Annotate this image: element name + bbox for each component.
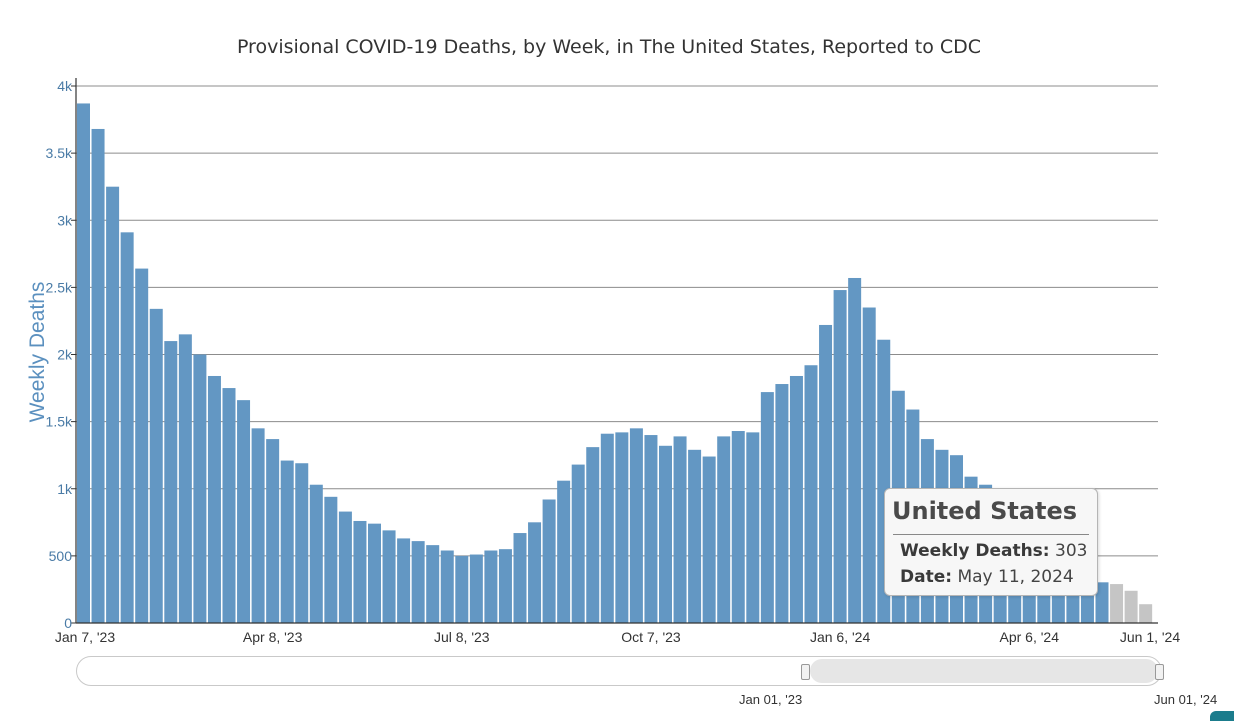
bar[interactable] bbox=[615, 432, 629, 623]
navigator-start-label: Jan 01, '23 bbox=[739, 692, 803, 707]
bar[interactable] bbox=[178, 334, 192, 623]
y-tick-label: 2k bbox=[57, 347, 73, 363]
bar[interactable] bbox=[542, 499, 556, 623]
bar[interactable] bbox=[819, 324, 833, 623]
bar[interactable] bbox=[484, 550, 498, 624]
feedback-tab[interactable] bbox=[1210, 711, 1234, 721]
bar[interactable] bbox=[207, 375, 221, 623]
bar[interactable] bbox=[571, 464, 585, 623]
navigator-left-handle[interactable] bbox=[801, 664, 810, 680]
bar[interactable] bbox=[688, 449, 702, 623]
bar[interactable] bbox=[77, 103, 90, 623]
bar[interactable] bbox=[91, 128, 105, 623]
bar[interactable] bbox=[746, 432, 760, 623]
bar[interactable] bbox=[193, 354, 207, 624]
bar[interactable] bbox=[295, 463, 309, 623]
bar[interactable] bbox=[659, 445, 672, 623]
x-tick-label: Oct 7, '23 bbox=[621, 629, 681, 645]
bar[interactable] bbox=[498, 549, 512, 623]
bar[interactable] bbox=[804, 365, 818, 623]
bar[interactable] bbox=[338, 511, 352, 623]
y-axis-ticks: 0 500 1k 1.5k 2k 2.5k 3k 3.5k 4k bbox=[46, 78, 76, 631]
navigator-right-handle[interactable] bbox=[1155, 664, 1164, 680]
bar[interactable] bbox=[324, 496, 338, 623]
bar-incomplete[interactable] bbox=[1139, 604, 1153, 623]
x-tick-label: Apr 8, '23 bbox=[243, 629, 303, 645]
bar[interactable] bbox=[600, 433, 614, 623]
bar[interactable] bbox=[760, 392, 774, 623]
x-tick-label: Jan 7, '23 bbox=[55, 629, 115, 645]
bar[interactable] bbox=[789, 375, 803, 623]
x-tick-label: Jul 8, '23 bbox=[434, 629, 490, 645]
tooltip-weekly-deaths-label: Weekly Deaths: bbox=[900, 541, 1050, 561]
bar[interactable] bbox=[629, 428, 643, 623]
tooltip-divider bbox=[893, 534, 1089, 535]
bar[interactable] bbox=[251, 428, 265, 623]
bar[interactable] bbox=[222, 388, 236, 623]
navigator-selected-range[interactable] bbox=[810, 659, 1158, 683]
bar[interactable] bbox=[440, 550, 454, 624]
range-navigator[interactable] bbox=[76, 656, 1164, 686]
chart-title: Provisional COVID-19 Deaths, by Week, in… bbox=[236, 36, 982, 58]
y-tick-label: 0 bbox=[64, 615, 72, 631]
bar-incomplete[interactable] bbox=[1124, 590, 1138, 623]
bar[interactable] bbox=[717, 436, 731, 623]
data-tooltip: United States Weekly Deaths: 303 Date: M… bbox=[884, 488, 1098, 596]
bar[interactable] bbox=[382, 530, 396, 623]
bar[interactable] bbox=[469, 554, 483, 623]
bar[interactable] bbox=[528, 522, 542, 623]
bar[interactable] bbox=[106, 186, 120, 623]
y-tick-label: 2.5k bbox=[46, 279, 73, 295]
bar[interactable] bbox=[411, 541, 425, 623]
bar[interactable] bbox=[731, 431, 745, 623]
bar[interactable] bbox=[397, 538, 411, 623]
bar[interactable] bbox=[280, 460, 294, 623]
bar[interactable] bbox=[135, 268, 149, 623]
tooltip-row-date: Date: May 11, 2024 bbox=[900, 567, 1074, 587]
y-tick-label: 1.5k bbox=[46, 414, 73, 430]
bar[interactable] bbox=[513, 533, 527, 623]
tooltip-weekly-deaths-value: 303 bbox=[1055, 541, 1088, 561]
y-tick-label: 500 bbox=[49, 548, 73, 564]
y-tick-label: 1k bbox=[57, 481, 73, 497]
bar[interactable] bbox=[833, 290, 847, 623]
bar[interactable] bbox=[673, 436, 687, 623]
bar-incomplete[interactable] bbox=[1110, 584, 1124, 623]
x-tick-label: Jun 1, '24 bbox=[1120, 629, 1180, 645]
bar[interactable] bbox=[149, 308, 163, 623]
bar[interactable] bbox=[644, 435, 658, 623]
tooltip-title: United States bbox=[892, 497, 1078, 525]
bar[interactable] bbox=[237, 400, 251, 623]
bar[interactable] bbox=[775, 384, 789, 623]
x-axis-ticks: Jan 7, '23 Apr 8, '23 Jul 8, '23 Oct 7, '23… bbox=[55, 629, 1180, 645]
bar[interactable] bbox=[164, 341, 178, 623]
tooltip-date-label: Date: bbox=[900, 567, 953, 587]
y-tick-label: 4k bbox=[57, 78, 73, 94]
bar[interactable] bbox=[1095, 582, 1109, 623]
bar[interactable] bbox=[848, 277, 862, 623]
y-tick-label: 3k bbox=[57, 212, 73, 228]
bar[interactable] bbox=[862, 307, 876, 623]
x-tick-label: Apr 6, '24 bbox=[1000, 629, 1060, 645]
bar[interactable] bbox=[586, 447, 600, 623]
tooltip-row-weekly-deaths: Weekly Deaths: 303 bbox=[900, 541, 1087, 561]
bar[interactable] bbox=[353, 520, 367, 623]
bar[interactable] bbox=[309, 484, 323, 623]
y-axis-label: Weekly Deaths bbox=[26, 282, 49, 423]
bar[interactable] bbox=[426, 545, 440, 623]
tooltip-date-value: May 11, 2024 bbox=[957, 567, 1074, 587]
bar[interactable] bbox=[120, 232, 134, 623]
x-tick-label: Jan 6, '24 bbox=[810, 629, 870, 645]
bar[interactable] bbox=[557, 480, 571, 623]
navigator-end-label: Jun 01, '24 bbox=[1154, 692, 1218, 707]
bar[interactable] bbox=[702, 456, 716, 623]
bar[interactable] bbox=[455, 555, 469, 624]
bar[interactable] bbox=[368, 523, 381, 623]
y-tick-label: 3.5k bbox=[46, 145, 73, 161]
bar[interactable] bbox=[266, 439, 280, 623]
axes bbox=[75, 78, 1158, 624]
